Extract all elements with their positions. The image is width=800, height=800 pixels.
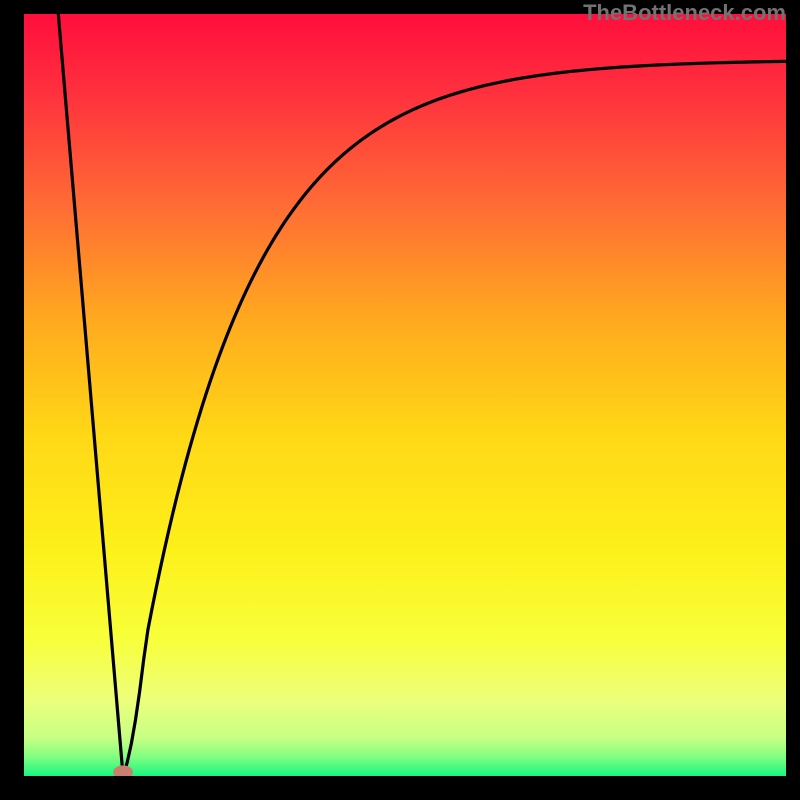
curve-layer	[24, 14, 786, 776]
bottleneck-curve	[58, 14, 786, 776]
vertex-marker	[113, 765, 133, 776]
plot-area	[24, 14, 786, 776]
chart-container: TheBottleneck.com	[0, 0, 800, 800]
watermark-label: TheBottleneck.com	[583, 0, 786, 26]
